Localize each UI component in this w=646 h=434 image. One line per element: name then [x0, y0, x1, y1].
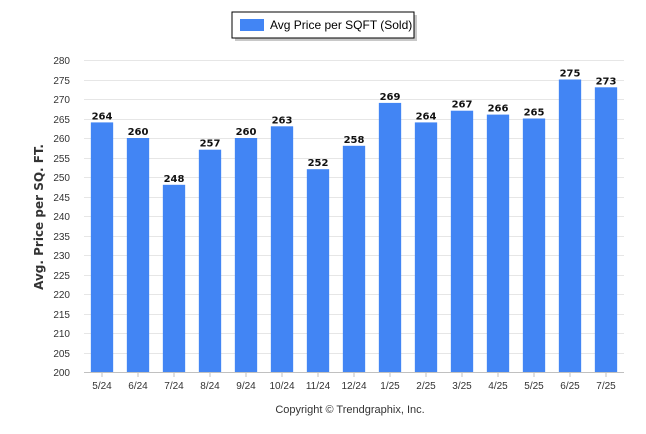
copyright-footer: Copyright © Trendgraphix, Inc. — [275, 404, 424, 416]
y-tick-label: 260 — [53, 134, 70, 145]
y-tick-label: 255 — [53, 154, 70, 165]
x-tick-label: 3/25 — [452, 381, 472, 392]
y-tick-label: 230 — [53, 251, 70, 262]
x-tick-label: 10/24 — [269, 381, 294, 392]
bar — [378, 102, 402, 373]
data-label: 267 — [452, 100, 473, 111]
data-label: 266 — [488, 104, 509, 115]
x-tick-label: 11/24 — [306, 381, 331, 392]
y-axis-ticks: 200 205 210 215 220 225 230 235 240 245 250 255 260 2… — [53, 56, 70, 379]
data-label: 260 — [128, 127, 149, 138]
data-label: 264 — [92, 111, 113, 122]
y-tick-label: 265 — [53, 115, 70, 126]
x-tick-label: 7/25 — [596, 381, 616, 392]
bar — [558, 79, 582, 372]
data-label: 260 — [236, 127, 257, 138]
y-axis-label: Avg. Price per SQ. FT. — [32, 144, 46, 290]
bar — [486, 114, 510, 372]
x-tick-label: 12/24 — [341, 381, 366, 392]
y-tick-label: 205 — [53, 349, 70, 360]
y-tick-label: 200 — [53, 368, 70, 379]
bar — [342, 145, 366, 372]
data-label: 264 — [416, 111, 437, 122]
data-label: 265 — [524, 108, 545, 119]
y-tick-label: 215 — [53, 310, 70, 321]
x-tick-label: 4/25 — [488, 381, 508, 392]
x-tick-label: 6/25 — [560, 381, 580, 392]
x-tick-label: 9/24 — [236, 381, 256, 392]
data-label: 248 — [164, 174, 185, 185]
x-tick-label: 7/24 — [164, 381, 184, 392]
legend: Avg Price per SQFT (Sold) — [231, 11, 417, 41]
y-tick-label: 270 — [53, 95, 70, 106]
bar — [234, 138, 258, 372]
legend-swatch — [240, 19, 264, 31]
x-tick-label: 6/24 — [128, 381, 148, 392]
data-label: 275 — [560, 69, 581, 80]
bars — [90, 79, 618, 373]
bar — [450, 110, 474, 372]
x-tick-label: 5/24 — [92, 381, 112, 392]
bar — [522, 118, 546, 372]
y-tick-label: 235 — [53, 232, 70, 243]
x-tick-label: 2/25 — [416, 381, 436, 392]
y-tick-label: 250 — [53, 173, 70, 184]
y-tick-label: 280 — [53, 56, 70, 67]
x-axis-ticks: 5/24 6/24 7/24 8/24 9/24 10/24 11/24 12/24 1/25 2… — [92, 372, 616, 392]
bar — [162, 184, 186, 372]
y-tick-label: 240 — [53, 212, 70, 223]
x-tick-label: 5/25 — [524, 381, 544, 392]
data-label: 257 — [200, 139, 221, 150]
data-label: 252 — [308, 158, 329, 169]
data-label: 263 — [272, 115, 293, 126]
x-tick-label: 1/25 — [380, 381, 400, 392]
legend-label: Avg Price per SQFT (Sold) — [270, 18, 412, 32]
y-tick-label: 220 — [53, 290, 70, 301]
data-label: 258 — [344, 135, 365, 146]
y-tick-label: 245 — [53, 193, 70, 204]
y-tick-label: 225 — [53, 271, 70, 282]
bar — [90, 122, 114, 373]
bar — [270, 126, 294, 372]
data-label: 269 — [380, 92, 401, 103]
y-tick-label: 275 — [53, 76, 70, 87]
bar — [306, 169, 330, 372]
bar — [126, 138, 150, 372]
bar — [198, 149, 222, 372]
bar — [594, 87, 618, 373]
data-label: 273 — [596, 76, 617, 87]
x-tick-label: 8/24 — [200, 381, 220, 392]
y-tick-label: 210 — [53, 329, 70, 340]
data-labels: 264 260 248 257 260 263 252 258 269 264 267 266 265 2… — [92, 69, 617, 185]
bar — [414, 122, 438, 373]
